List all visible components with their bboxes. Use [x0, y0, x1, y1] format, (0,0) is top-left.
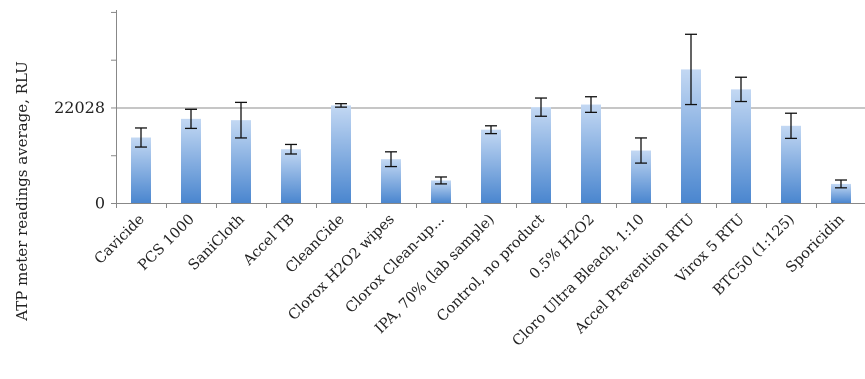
y-axis-title: ATP meter readings average, RLU [13, 61, 31, 321]
bar [131, 137, 151, 203]
bar [581, 104, 601, 203]
bar [281, 149, 301, 203]
y-tick-label: 22028 [54, 98, 105, 117]
bar [781, 125, 801, 203]
x-tick-label: Clorox Clean-up... [343, 212, 448, 317]
bar [231, 120, 251, 203]
bar [831, 183, 851, 203]
bar [431, 180, 451, 203]
y-tick-label: 0 [95, 194, 105, 213]
bar [381, 159, 401, 203]
bar [681, 69, 701, 204]
bars [131, 69, 851, 204]
bar [331, 105, 351, 203]
error-bars [135, 33, 847, 189]
axes [111, 10, 865, 208]
bar [481, 129, 501, 203]
bar [181, 118, 201, 203]
bar [731, 89, 751, 203]
bar [531, 107, 551, 203]
